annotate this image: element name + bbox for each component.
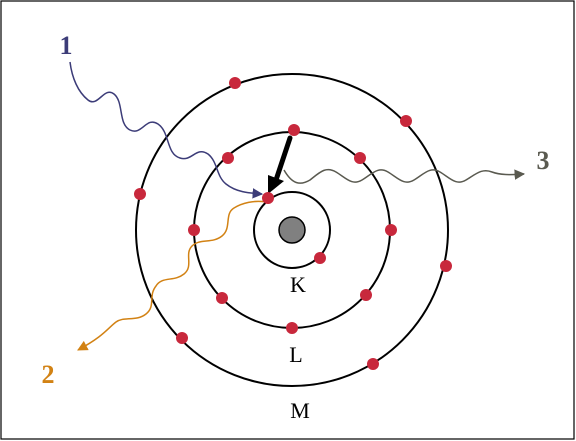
electron-l-7 [360, 289, 372, 301]
electron-m-6 [367, 358, 379, 370]
electron-m-2 [400, 115, 412, 127]
electron-l-6 [216, 292, 228, 304]
electron-l-1 [288, 124, 300, 136]
electron-l-8 [286, 322, 298, 334]
electron-k-1 [262, 192, 274, 204]
shell-k [253, 191, 331, 269]
ray-label-3: 3 [537, 146, 550, 175]
electron-m-1 [229, 77, 241, 89]
electron-m-5 [176, 332, 188, 344]
electron-m-3 [134, 188, 146, 200]
ray-1-incoming [69, 61, 264, 199]
nucleus [278, 216, 306, 244]
shell-m [135, 73, 449, 387]
electron-m-4 [440, 260, 452, 272]
ray-2-outgoing [77, 200, 267, 351]
ray-3-emission [283, 168, 526, 184]
electron-l-4 [188, 224, 200, 236]
electron-l-2 [222, 152, 234, 164]
electron-l-5 [385, 224, 397, 236]
electron-l-3 [354, 152, 366, 164]
transition-arrowhead [268, 175, 284, 194]
electron-k-2 [314, 252, 326, 264]
ray-label-1: 1 [60, 31, 73, 60]
shell-label-m: M [290, 398, 310, 423]
shell-label-l: L [289, 342, 302, 367]
transition-arrow [273, 135, 293, 183]
ray-label-2: 2 [42, 360, 55, 389]
shell-label-k: K [290, 272, 306, 297]
